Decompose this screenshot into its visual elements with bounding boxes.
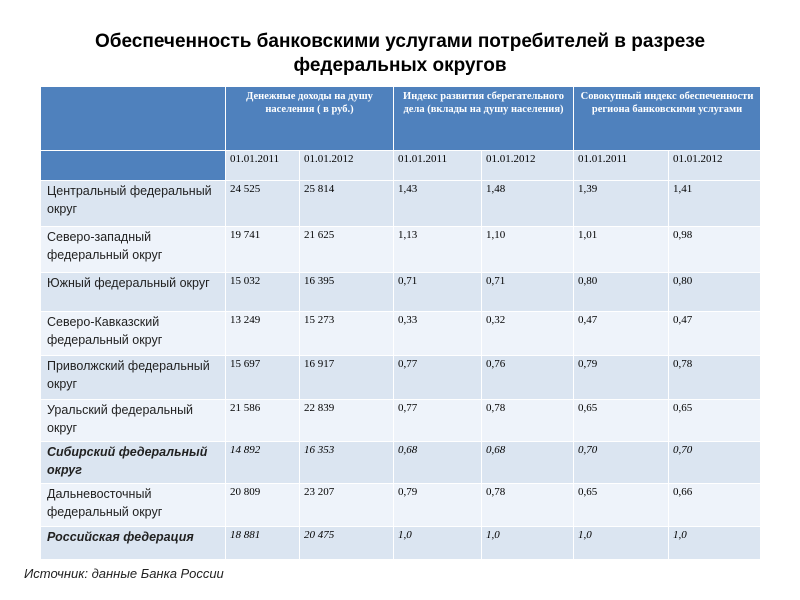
cell-value: 1,13 — [393, 226, 483, 273]
cell-value: 0,80 — [573, 272, 670, 312]
cell-value: 16 353 — [298, 441, 395, 484]
header-total-index: Совокупный индекс обеспеченности региона… — [573, 86, 762, 151]
cell-value: 25 814 — [298, 180, 395, 227]
header-date: 01.01.2011 — [393, 150, 483, 181]
cell-value: 22 839 — [298, 399, 395, 442]
table-row: Сибирский федеральный округ 14 892 16 353 0… — [40, 441, 762, 484]
region-name: Северо-Кавказский федеральный округ — [40, 311, 226, 356]
cell-value: 1,39 — [573, 180, 670, 227]
table-row: Южный федеральный округ 15 032 16 395 0,71 0… — [40, 272, 762, 312]
cell-value: 0,70 — [668, 441, 762, 484]
cell-value: 20 809 — [225, 483, 300, 527]
header-corner — [40, 86, 226, 151]
table-row: Центральный федеральный округ 24 525 25 81… — [40, 180, 762, 227]
table-body: Центральный федеральный округ 24 525 25 81… — [40, 180, 762, 560]
cell-value: 21 586 — [225, 399, 300, 442]
cell-value: 1,43 — [393, 180, 483, 227]
cell-value: 0,77 — [393, 399, 483, 442]
header-date: 01.01.2011 — [573, 150, 670, 181]
cell-value: 19 741 — [225, 226, 300, 273]
cell-value: 0,66 — [668, 483, 762, 527]
region-name: Российская федерация — [40, 526, 226, 560]
header-date: 01.01.2012 — [481, 150, 575, 181]
cell-value: 0,78 — [668, 355, 762, 400]
table-row: Северо-западный федеральный округ 19 741 2… — [40, 226, 762, 273]
cell-value: 18 881 — [225, 526, 300, 560]
table-row: Российская федерация 18 881 20 475 1,0 1,0 1,… — [40, 526, 762, 560]
cell-value: 0,98 — [668, 226, 762, 273]
cell-value: 1,41 — [668, 180, 762, 227]
cell-value: 21 625 — [298, 226, 395, 273]
cell-value: 0,79 — [393, 483, 483, 527]
cell-value: 0,79 — [573, 355, 670, 400]
region-name: Дальневосточный федеральный округ — [40, 483, 226, 527]
cell-value: 0,68 — [481, 441, 575, 484]
cell-value: 0,65 — [573, 483, 670, 527]
cell-value: 1,01 — [573, 226, 670, 273]
region-name: Центральный федеральный округ — [40, 180, 226, 227]
page-title: Обеспеченность банковскими услугами потр… — [94, 31, 706, 76]
header-date: 01.01.2012 — [668, 150, 762, 181]
cell-value: 0,47 — [573, 311, 670, 356]
table-row: Уральский федеральный округ 21 586 22 839 0… — [40, 399, 762, 442]
header-corner-lower — [40, 150, 226, 181]
cell-value: 24 525 — [225, 180, 300, 227]
cell-value: 1,0 — [573, 526, 670, 560]
cell-value: 15 032 — [225, 272, 300, 312]
cell-value: 1,0 — [393, 526, 483, 560]
region-name: Южный федеральный округ — [40, 272, 226, 312]
cell-value: 0,65 — [668, 399, 762, 442]
cell-value: 0,33 — [393, 311, 483, 356]
region-name: Северо-западный федеральный округ — [40, 226, 226, 273]
header-savings-index: Индекс развития сберегательного дела (вк… — [393, 86, 575, 151]
region-name: Сибирский федеральный округ — [40, 441, 226, 484]
cell-value: 16 395 — [298, 272, 395, 312]
cell-value: 1,0 — [668, 526, 762, 560]
cell-value: 0,32 — [481, 311, 575, 356]
cell-value: 0,71 — [393, 272, 483, 312]
header-income: Денежные доходы на душу населения ( в ру… — [224, 86, 395, 151]
cell-value: 0,68 — [393, 441, 483, 484]
table-row: Дальневосточный федеральный округ 20 809 2… — [40, 483, 762, 527]
cell-value: 0,76 — [481, 355, 575, 400]
cell-value: 16 917 — [298, 355, 395, 400]
cell-value: 0,78 — [481, 483, 575, 527]
cell-value: 1,0 — [481, 526, 575, 560]
cell-value: 15 273 — [298, 311, 395, 356]
header-date: 01.01.2011 — [225, 150, 300, 181]
region-name: Приволжский федеральный округ — [40, 355, 226, 400]
cell-value: 0,65 — [573, 399, 670, 442]
cell-value: 1,10 — [481, 226, 575, 273]
cell-value: 0,70 — [573, 441, 670, 484]
cell-value: 0,77 — [393, 355, 483, 400]
source-note: Источник: данные Банка России — [24, 566, 224, 581]
table-row: Приволжский федеральный округ 15 697 16 91… — [40, 355, 762, 400]
cell-value: 0,80 — [668, 272, 762, 312]
cell-value: 23 207 — [298, 483, 395, 527]
cell-value: 13 249 — [225, 311, 300, 356]
data-table: Денежные доходы на душу населения ( в ру… — [40, 86, 762, 560]
cell-value: 15 697 — [225, 355, 300, 400]
cell-value: 0,71 — [481, 272, 575, 312]
table-row: Северо-Кавказский федеральный округ 13 24… — [40, 311, 762, 356]
cell-value: 20 475 — [298, 526, 395, 560]
cell-value: 0,47 — [668, 311, 762, 356]
cell-value: 1,48 — [481, 180, 575, 227]
cell-value: 0,78 — [481, 399, 575, 442]
cell-value: 14 892 — [225, 441, 300, 484]
header-date: 01.01.2012 — [298, 150, 395, 181]
region-name: Уральский федеральный округ — [40, 399, 226, 442]
